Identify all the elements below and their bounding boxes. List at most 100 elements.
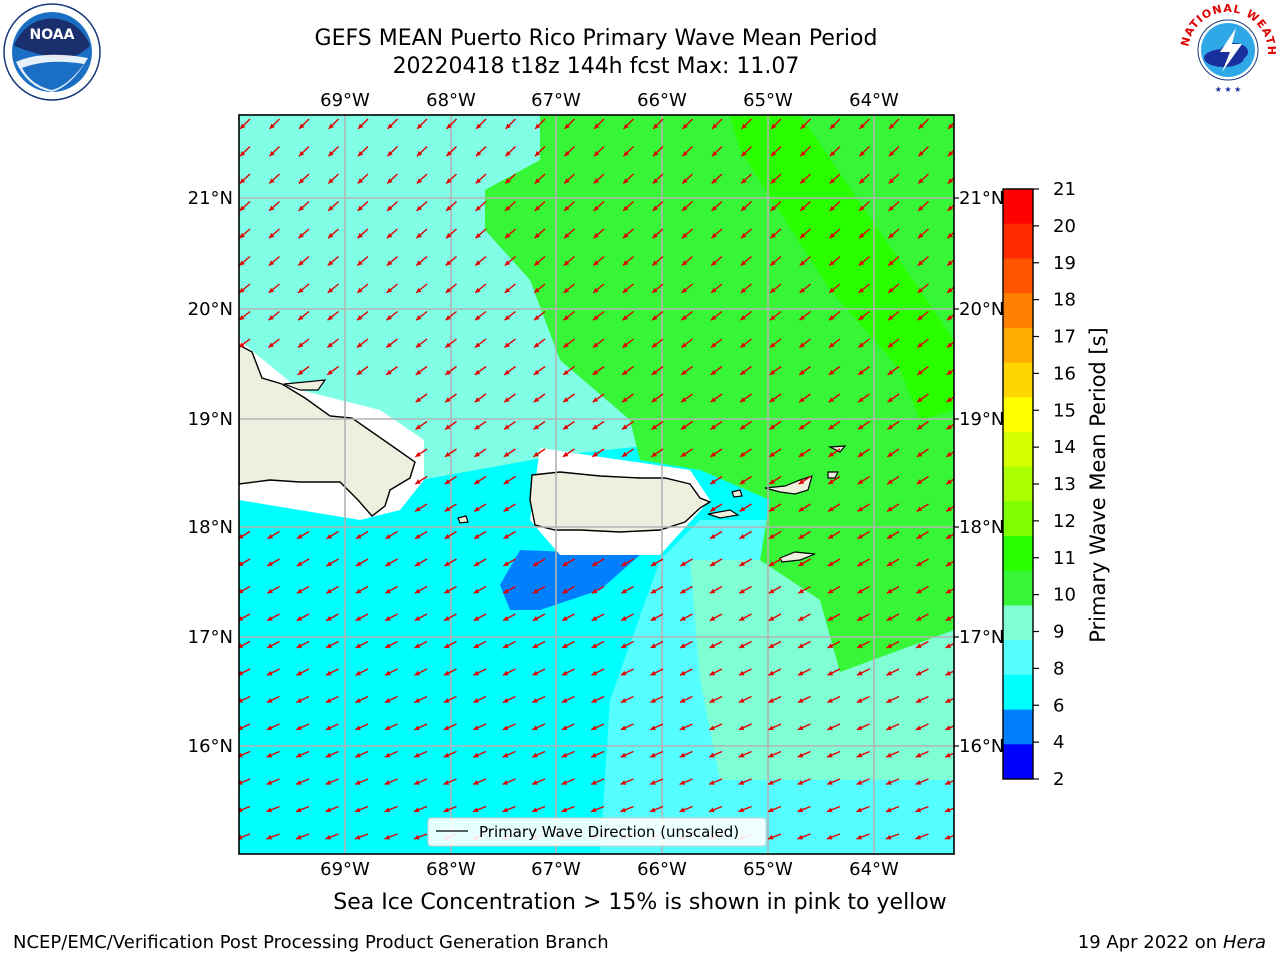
wave-arrow-head	[945, 643, 952, 648]
wave-arrow-head	[682, 178, 688, 184]
wave-arrow-head	[620, 780, 627, 785]
wave-arrow-head	[857, 451, 864, 457]
lon-label-top-69: 69°W	[320, 90, 370, 111]
wave-arrow-head	[444, 616, 450, 621]
lat-label-right-16: 16°N	[959, 736, 1004, 757]
colorbar-tick-label: 9	[1053, 622, 1064, 643]
wave-arrow-head	[711, 287, 717, 293]
legend-label: Primary Wave Direction (unscaled)	[479, 823, 739, 841]
wave-arrow-head	[384, 834, 390, 840]
lat-label-left-17: 17°N	[188, 627, 233, 648]
wave-arrow-head	[591, 561, 598, 566]
wave-arrow-head	[918, 178, 924, 184]
wave-arrow-head	[357, 233, 363, 239]
wave-arrow-head	[355, 698, 361, 703]
wave-arrow-head	[415, 397, 422, 403]
wave-arrow-head	[414, 698, 420, 703]
wave-arrow-head	[325, 725, 332, 730]
wave-arrow-head	[591, 752, 597, 758]
colorbar-tick-label: 15	[1053, 400, 1076, 421]
colorbar-segment	[1003, 466, 1033, 502]
wave-arrow-head	[709, 780, 715, 785]
wave-arrow-head	[856, 807, 863, 813]
wave-arrow-head	[771, 123, 777, 129]
wave-arrow-head	[328, 123, 334, 129]
wave-arrow-head	[326, 643, 332, 648]
wave-arrow-head	[740, 342, 746, 348]
wave-arrow-head	[828, 424, 835, 430]
map-legend: Primary Wave Direction (unscaled)	[427, 817, 767, 847]
wave-arrow-head	[710, 451, 716, 457]
wave-arrow-head	[415, 424, 422, 430]
wave-arrow-head	[564, 205, 570, 211]
wave-arrow-head	[533, 424, 540, 430]
footer-host: Hera	[1222, 932, 1266, 953]
wave-arrow-head	[296, 533, 303, 539]
wave-arrow-head	[532, 616, 539, 621]
wave-arrow-head	[266, 670, 273, 676]
wave-arrow-head	[652, 260, 658, 266]
wave-arrow-head	[269, 123, 275, 129]
wave-arrow-head	[680, 424, 687, 430]
wave-arrow-head	[738, 780, 745, 785]
wave-arrow-head	[680, 643, 686, 648]
wave-arrow-head	[504, 397, 510, 403]
lat-label-right-18: 18°N	[959, 517, 1004, 538]
chart-subtitle: 20220418 t18z 144h fcst Max: 11.07	[392, 54, 800, 79]
lat-label-right-17: 17°N	[959, 627, 1004, 648]
lat-label-left-16: 16°N	[188, 736, 233, 757]
wave-arrow-head	[797, 698, 804, 703]
wave-arrow-head	[415, 369, 422, 375]
wave-arrow-head	[239, 588, 244, 594]
wave-arrow-head	[593, 260, 599, 266]
wave-arrow-head	[298, 315, 304, 321]
wave-arrow-head	[475, 315, 481, 321]
wave-arrow-head	[564, 150, 570, 157]
wave-arrow-head	[562, 616, 568, 621]
wave-arrow-head	[769, 424, 776, 430]
wave-arrow-head	[739, 506, 746, 512]
wave-arrow-head	[417, 123, 423, 129]
wave-arrow-head	[827, 698, 833, 703]
wave-arrow-head	[770, 178, 777, 184]
wave-arrow-head	[387, 205, 393, 211]
wave-arrow-head	[947, 178, 954, 184]
wave-arrow-head	[386, 233, 393, 239]
wave-arrow-head	[797, 725, 804, 730]
wave-arrow-head	[857, 588, 863, 594]
wave-arrow-head	[712, 123, 718, 129]
wave-arrow-head	[267, 616, 273, 621]
wave-arrow-head	[387, 150, 393, 157]
wave-arrow-head	[296, 643, 303, 648]
wave-arrow-head	[533, 342, 540, 348]
land-st-croix	[779, 551, 816, 563]
wave-arrow-head	[621, 424, 628, 430]
lon-label-bottom-64: 64°W	[849, 859, 899, 880]
wave-arrow-head	[446, 150, 452, 157]
wave-arrow-head	[297, 369, 304, 375]
wave-arrow-head	[621, 451, 628, 457]
wave-arrow-head	[827, 616, 834, 621]
wave-arrow-head	[269, 150, 275, 157]
wave-arrow-head	[621, 616, 627, 621]
wave-arrow-head	[505, 178, 511, 184]
wave-arrow-head	[710, 369, 717, 375]
wave-arrow-head	[299, 123, 305, 129]
wave-arrow-head	[682, 150, 688, 157]
wave-arrow-head	[443, 670, 450, 676]
wave-arrow-head	[535, 123, 541, 129]
wave-arrow-head	[414, 670, 421, 676]
wave-arrow-head	[769, 397, 776, 403]
wave-arrow-head	[828, 479, 834, 485]
wave-arrow-head	[414, 588, 421, 594]
colorbar-tick-label: 2	[1053, 769, 1064, 790]
wave-arrow-head	[945, 780, 951, 785]
wave-arrow-head	[767, 834, 774, 840]
wave-arrow-head	[768, 670, 775, 676]
wave-arrow-head	[829, 287, 835, 293]
wave-arrow-head	[296, 670, 303, 676]
wave-arrow-head	[591, 698, 597, 703]
wave-arrow-head	[650, 752, 656, 758]
wave-arrow-head	[829, 260, 835, 266]
colorbar-ticks: 21 20 19 18 17 16 15 14 13 12 11 10 9 8 6 4 2	[1033, 179, 1076, 790]
